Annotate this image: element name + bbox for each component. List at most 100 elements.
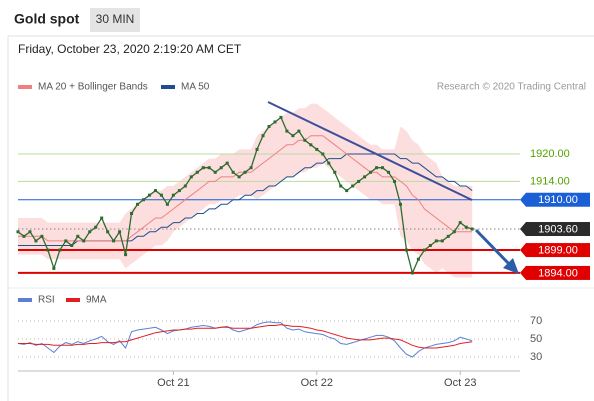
price-point: [183, 184, 187, 188]
price-point: [428, 243, 432, 247]
x-tick-label: Oct 23: [444, 377, 476, 389]
price-point: [147, 193, 151, 197]
level-box: [526, 222, 590, 237]
price-point: [40, 234, 44, 238]
level-pointer: [520, 243, 526, 258]
price-point: [58, 248, 62, 252]
price-point: [339, 184, 343, 188]
price-point: [46, 248, 50, 252]
timeframe-badge[interactable]: [90, 8, 140, 32]
date: Friday, October 23, 2020 2:19:20 AM CET: [18, 42, 242, 56]
price-point: [387, 170, 391, 174]
level-pointer: [520, 265, 526, 280]
price-point: [130, 211, 134, 215]
level-box: [526, 243, 590, 258]
level-label: 1894.00: [538, 267, 578, 279]
price-point: [153, 189, 157, 193]
price-point: [118, 230, 122, 234]
price-point: [142, 198, 145, 202]
price-point: [249, 166, 253, 170]
price-point: [100, 216, 104, 220]
price-point: [297, 129, 301, 133]
price-point: [195, 170, 199, 174]
price-point: [243, 170, 247, 174]
price-point: [52, 266, 56, 270]
price-point: [267, 125, 271, 129]
legend-label: RSI: [38, 295, 55, 306]
price-point: [165, 202, 169, 206]
title: Gold spot: [14, 11, 80, 27]
level-label: 1899.00: [538, 244, 578, 256]
price-point: [375, 166, 379, 170]
price-point: [321, 152, 325, 156]
price-point: [225, 161, 229, 165]
legend-label: MA 50: [181, 82, 210, 93]
price-point: [416, 257, 420, 261]
rsi-line: [18, 324, 473, 349]
level-pointer: [520, 192, 526, 207]
price-point: [279, 115, 283, 119]
legend-swatch: [18, 85, 32, 89]
price-point: [64, 239, 68, 243]
price-point: [159, 193, 163, 197]
price-point: [70, 243, 74, 247]
price-point: [440, 239, 444, 243]
price-point: [22, 234, 26, 238]
price-point: [434, 239, 438, 243]
price-point: [345, 189, 349, 193]
rsi-tick-label: 30: [530, 351, 542, 363]
price-point: [410, 271, 414, 275]
price-point: [201, 166, 205, 170]
price-point: [177, 189, 181, 193]
forecast-arrow: [474, 228, 512, 267]
trend-line: [267, 101, 473, 201]
price-point: [285, 129, 289, 133]
price-point: [82, 239, 86, 243]
price-point: [404, 248, 408, 252]
price-point: [16, 230, 20, 234]
level-label: 1920.00: [530, 148, 570, 160]
price-point: [363, 175, 367, 179]
rsi-plot: [17, 320, 520, 358]
price-point: [452, 230, 456, 234]
level-box: [526, 192, 590, 207]
price-point: [470, 227, 474, 231]
price-point: [189, 175, 193, 179]
level-box: [526, 265, 590, 280]
level-pointer: [520, 222, 526, 237]
price-point: [261, 134, 265, 138]
price-point: [351, 184, 355, 188]
price-point: [28, 230, 32, 234]
price-point: [303, 138, 307, 142]
x-tick-label: Oct 22: [301, 377, 333, 389]
level-label: 1910.00: [538, 194, 578, 206]
forecast-arrow-head: [503, 258, 519, 274]
price-point: [213, 170, 217, 174]
legend-label: 9MA: [86, 295, 107, 306]
rsi-tick-label: 50: [530, 333, 542, 345]
credit: Research © 2020 Trading Central: [437, 82, 586, 93]
price-point: [94, 225, 98, 229]
price-point: [136, 202, 140, 206]
price-point: [171, 193, 175, 197]
price-point: [315, 147, 319, 151]
x-tick-label: Oct 21: [157, 377, 189, 389]
price-point: [88, 230, 92, 234]
price-point: [291, 134, 295, 138]
price-point: [76, 234, 80, 238]
legend-swatch: [18, 298, 32, 302]
legend-label: MA 20 + Bollinger Bands: [38, 82, 148, 93]
bollinger-band: [18, 103, 473, 278]
timeframe[interactable]: 30 MIN: [96, 12, 135, 26]
price-point: [422, 248, 426, 252]
rsi-tick-label: 70: [530, 315, 542, 327]
price-point: [381, 166, 385, 170]
price-plot: [16, 103, 520, 278]
price-point: [207, 166, 211, 170]
level-label: 1914.00: [530, 175, 570, 187]
price-point: [398, 202, 402, 206]
